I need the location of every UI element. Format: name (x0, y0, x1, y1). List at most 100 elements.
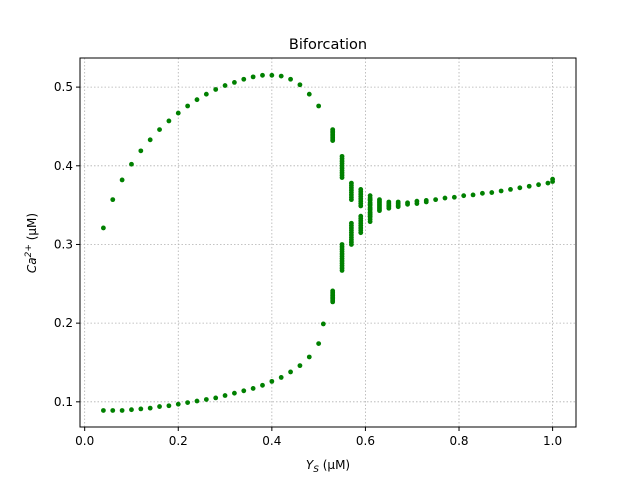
data-point (129, 407, 134, 413)
data-point (232, 79, 237, 85)
data-point (330, 127, 336, 132)
data-point (138, 406, 144, 412)
data-point (222, 83, 228, 88)
data-point (433, 197, 439, 203)
data-point (288, 76, 293, 82)
y-axis-label-sup: 2+ (24, 244, 34, 257)
data-point (339, 175, 345, 180)
data-point (269, 378, 275, 384)
data-point (119, 177, 125, 183)
data-point (395, 204, 401, 210)
data-point (316, 341, 322, 347)
data-point (339, 242, 345, 247)
data-point (269, 72, 275, 78)
data-point (157, 127, 162, 132)
x-tick-label: 0.8 (449, 434, 468, 448)
data-point (222, 393, 228, 398)
grid-layer (80, 58, 576, 427)
data-point (110, 197, 116, 203)
data-point (348, 220, 354, 226)
data-point (316, 103, 322, 109)
data-point (367, 219, 373, 225)
data-point (367, 213, 373, 219)
data-point (526, 183, 532, 189)
data-point (175, 110, 181, 116)
y-tick-label: 0.1 (54, 395, 73, 409)
data-point (138, 148, 144, 154)
data-point (213, 87, 219, 92)
data-point (306, 354, 312, 360)
data-point (405, 201, 410, 207)
data-point (489, 190, 495, 195)
x-tick-label: 0.2 (169, 434, 188, 448)
data-point (498, 188, 504, 194)
data-point (367, 197, 373, 203)
data-point (241, 76, 247, 82)
data-point (100, 408, 106, 413)
data-point (545, 180, 551, 186)
x-tick-label: 1.0 (543, 434, 562, 448)
data-point (550, 176, 556, 182)
data-point (461, 193, 467, 199)
data-point (213, 395, 219, 401)
data-point (306, 91, 312, 97)
data-point (330, 138, 336, 144)
data-point (129, 161, 134, 167)
y-axis-label: Ca2+ (μM) (24, 213, 39, 273)
data-point (185, 103, 191, 109)
data-point (147, 405, 153, 411)
data-point (367, 206, 373, 212)
data-point (110, 408, 116, 413)
data-point (451, 194, 457, 200)
y-tick-label: 0.3 (54, 237, 73, 251)
data-point (278, 375, 284, 380)
data-point (330, 288, 336, 294)
data-point (442, 195, 448, 201)
chart-title: Biforcation (289, 37, 367, 53)
plot-area-frame (79, 57, 577, 428)
data-point (278, 73, 284, 79)
data-point (166, 403, 172, 409)
data-point (297, 82, 303, 88)
data-point (377, 208, 382, 214)
data-point (297, 363, 303, 369)
x-tick-label: 0.4 (262, 434, 281, 448)
data-point (203, 397, 209, 402)
x-axis-label-main: Y (306, 458, 315, 472)
data-point (185, 400, 191, 406)
x-axis-label-units: (μM) (319, 458, 350, 472)
data-point (250, 386, 256, 391)
data-point (470, 192, 476, 198)
y-tick-label: 0.5 (54, 80, 73, 94)
data-point (166, 118, 172, 124)
data-point (414, 201, 420, 206)
data-point (358, 203, 364, 209)
data-point (339, 268, 345, 273)
data-point (480, 190, 485, 196)
data-point (288, 369, 293, 375)
data-point (367, 201, 373, 207)
data-point (320, 321, 326, 327)
data-point (203, 91, 209, 97)
y-axis-label-main: Ca (25, 257, 39, 273)
points-layer (100, 72, 556, 413)
data-point (536, 182, 541, 188)
x-tick-label: 0.0 (75, 434, 94, 448)
y-tick-label: 0.2 (54, 316, 73, 330)
x-axis-label: YS (μM) (306, 458, 350, 475)
y-axis-label-units: (μM) (25, 213, 39, 244)
data-point (175, 401, 181, 407)
data-point (194, 97, 200, 103)
x-tick-label: 0.6 (356, 434, 375, 448)
data-point (250, 74, 256, 80)
data-point (508, 186, 513, 192)
data-point (260, 72, 265, 78)
y-tick-label: 0.4 (54, 159, 73, 173)
data-point (358, 213, 364, 219)
data-point (119, 408, 125, 413)
ticks-layer: 0.0 0.2 0.4 0.6 0.8 1.0 0.1 0.2 0.3 0.4 0.5 (54, 80, 562, 448)
data-point (330, 299, 336, 305)
data-point (232, 390, 237, 396)
data-point (147, 137, 153, 143)
